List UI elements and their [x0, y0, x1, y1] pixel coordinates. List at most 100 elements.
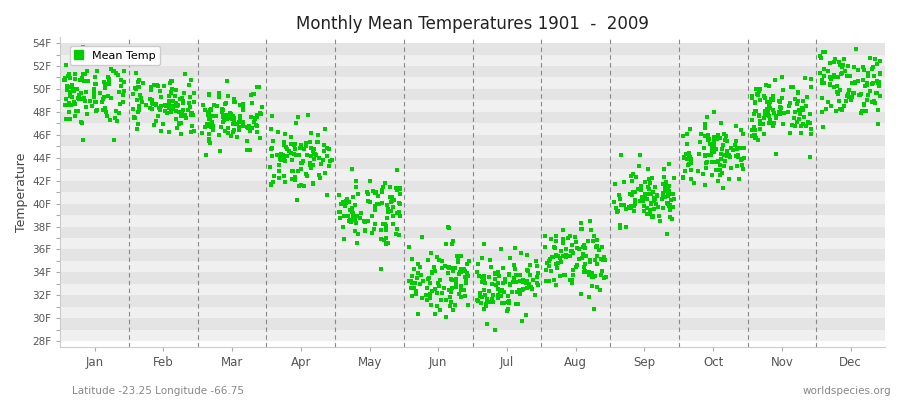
Point	[277, 139, 292, 146]
Point	[376, 221, 391, 227]
Point	[491, 286, 505, 292]
Point	[390, 187, 404, 193]
Point	[444, 299, 458, 305]
Point	[131, 79, 146, 85]
Point	[582, 259, 597, 266]
Point	[449, 253, 464, 259]
Point	[457, 268, 472, 275]
Point	[408, 280, 422, 286]
Point	[578, 268, 592, 274]
Point	[225, 116, 239, 122]
Point	[116, 99, 130, 106]
Point	[482, 299, 497, 305]
Point	[658, 186, 672, 193]
Point	[611, 208, 625, 214]
Point	[760, 98, 774, 105]
Point	[212, 148, 227, 154]
Point	[558, 272, 572, 279]
Point	[474, 279, 489, 286]
Point	[777, 110, 791, 116]
Point	[339, 196, 354, 202]
Point	[422, 274, 436, 281]
Point	[586, 274, 600, 280]
Point	[867, 73, 881, 79]
Point	[203, 115, 218, 121]
Point	[389, 231, 403, 237]
Point	[724, 145, 739, 151]
Point	[367, 206, 382, 213]
Point	[423, 280, 437, 286]
Point	[717, 158, 732, 164]
Point	[713, 172, 727, 178]
Point	[176, 107, 190, 113]
Point	[663, 214, 678, 221]
Point	[320, 145, 334, 152]
Point	[628, 201, 643, 208]
Point	[57, 77, 71, 83]
Point	[624, 203, 638, 210]
Point	[707, 159, 722, 165]
Point	[843, 73, 858, 79]
Point	[482, 274, 497, 281]
Point	[441, 224, 455, 231]
Point	[578, 260, 592, 267]
Point	[842, 94, 857, 100]
Point	[317, 148, 331, 154]
Point	[323, 158, 338, 164]
Point	[594, 272, 608, 279]
Point	[757, 93, 771, 100]
Point	[172, 120, 186, 127]
Point	[503, 281, 517, 288]
Point	[216, 112, 230, 118]
Point	[801, 119, 815, 125]
Point	[854, 108, 868, 114]
Point	[803, 111, 817, 117]
Point	[437, 263, 452, 270]
Point	[379, 235, 393, 242]
Point	[60, 72, 75, 79]
Point	[104, 95, 119, 102]
Point	[253, 135, 267, 141]
Point	[377, 220, 392, 227]
Point	[348, 178, 363, 184]
Point	[152, 104, 166, 111]
Point	[872, 79, 886, 86]
Point	[134, 94, 148, 101]
Point	[293, 160, 308, 166]
Point	[370, 201, 384, 208]
Point	[866, 64, 880, 70]
Point	[772, 108, 787, 115]
Point	[648, 196, 662, 202]
Point	[116, 92, 130, 98]
Point	[563, 253, 578, 260]
Point	[443, 303, 457, 310]
Point	[790, 98, 805, 104]
Point	[747, 131, 761, 138]
Point	[713, 135, 727, 142]
Point	[766, 121, 780, 127]
Point	[608, 205, 623, 212]
Point	[861, 73, 876, 80]
Point	[791, 90, 806, 96]
Point	[483, 257, 498, 264]
Point	[112, 88, 126, 95]
Point	[861, 92, 876, 99]
Point	[427, 264, 441, 270]
Point	[304, 153, 319, 160]
Point	[184, 129, 198, 136]
Point	[303, 162, 318, 168]
Point	[677, 155, 691, 162]
Point	[732, 176, 746, 182]
Point	[660, 231, 674, 238]
Point	[355, 210, 369, 216]
Point	[205, 113, 220, 120]
Point	[542, 258, 556, 264]
Point	[435, 290, 449, 296]
Point	[312, 155, 327, 162]
Point	[424, 302, 438, 308]
Bar	[60, 146, 885, 158]
Point	[730, 146, 744, 152]
Point	[772, 108, 787, 115]
Point	[660, 188, 674, 194]
Point	[762, 120, 777, 126]
